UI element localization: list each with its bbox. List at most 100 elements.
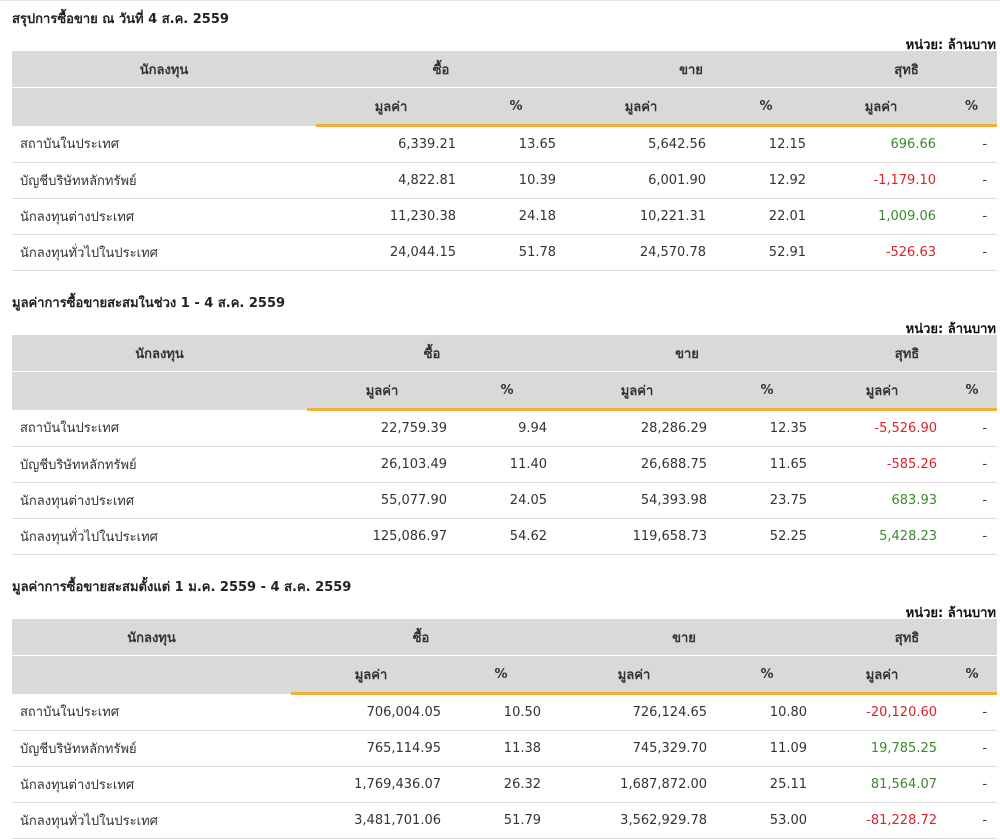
header-sell: ขาย <box>566 51 817 88</box>
header-buy: ซื้อ <box>316 51 567 88</box>
sell-pct-cell: 22.01 <box>716 198 817 235</box>
net-value-cell: 81,564.07 <box>817 766 948 803</box>
sell-pct-cell: 12.15 <box>716 125 817 163</box>
sell-value-cell: 5,642.56 <box>566 125 717 163</box>
sell-value-cell: 726,124.65 <box>551 693 718 731</box>
sell-value-cell: 24,570.78 <box>566 234 717 271</box>
header-sell: ขาย <box>557 335 818 372</box>
sell-value-cell: 1,687,872.00 <box>551 766 718 803</box>
table-row: นักลงทุนต่างประเทศ 1,769,436.07 26.32 1,687… <box>12 766 998 803</box>
header-net-value: มูลค่า <box>817 371 948 411</box>
header-sell-value: มูลค่า <box>551 655 718 695</box>
unit-label: หน่วย: ล้านบาท <box>905 38 996 53</box>
buy-value-cell: 125,086.97 <box>307 518 457 555</box>
net-pct-cell: - <box>947 518 998 555</box>
section-title: มูลค่าการซื้อขายสะสมตั้งแต่ 1 ม.ค. 2559 … <box>12 580 352 595</box>
header-net-pct: % <box>947 655 998 695</box>
net-value-cell: 696.66 <box>816 125 947 163</box>
buy-value-cell: 22,759.39 <box>307 409 457 447</box>
table-row: สถาบันในประเทศ 22,759.39 9.94 28,286.29 12.3… <box>12 409 998 447</box>
investor-name-cell: บัญชีบริษัทหลักทรัพย์ <box>12 730 291 767</box>
table-row: บัญชีบริษัทหลักทรัพย์ 765,114.95 11.38 745,… <box>12 730 998 767</box>
header-investor: นักลงทุน <box>12 51 316 88</box>
header-net: สุทธิ <box>817 619 998 656</box>
section-title: สรุปการซื้อขาย ณ วันที่ 4 ส.ค. 2559 <box>12 12 229 27</box>
buy-pct-cell: 26.32 <box>451 766 552 803</box>
header-net: สุทธิ <box>817 335 998 372</box>
net-value-cell: -5,526.90 <box>817 409 948 447</box>
buy-value-cell: 3,481,701.06 <box>291 802 451 839</box>
header-buy-value: มูลค่า <box>307 371 457 411</box>
investor-name-cell: นักลงทุนต่างประเทศ <box>12 766 291 803</box>
sell-pct-cell: 53.00 <box>717 802 818 839</box>
net-value-cell: -526.63 <box>816 234 947 271</box>
net-pct-cell: - <box>946 198 998 235</box>
investor-name-cell: นักลงทุนทั่วไปในประเทศ <box>12 802 291 839</box>
table-row: สถาบันในประเทศ 706,004.05 10.50 726,124.65 1… <box>12 693 998 731</box>
net-value-cell: -585.26 <box>817 446 948 483</box>
sell-pct-cell: 12.35 <box>717 409 818 447</box>
header-buy: ซื้อ <box>291 619 552 656</box>
net-pct-cell: - <box>947 446 998 483</box>
buy-value-cell: 765,114.95 <box>291 730 451 767</box>
investor-name-cell: นักลงทุนต่างประเทศ <box>12 482 307 519</box>
header-blank <box>12 87 316 126</box>
buy-value-cell: 1,769,436.07 <box>291 766 451 803</box>
header-sell-pct: % <box>717 655 818 695</box>
buy-value-cell: 26,103.49 <box>307 446 457 483</box>
net-value-cell: 19,785.25 <box>817 730 948 767</box>
unit-label: หน่วย: ล้านบาท <box>905 322 996 337</box>
investor-name-cell: บัญชีบริษัทหลักทรัพย์ <box>12 162 316 199</box>
sell-value-cell: 745,329.70 <box>551 730 718 767</box>
unit-label: หน่วย: ล้านบาท <box>905 606 996 621</box>
header-blank <box>12 655 291 694</box>
investor-name-cell: บัญชีบริษัทหลักทรัพย์ <box>12 446 307 483</box>
header-sell-value: มูลค่า <box>557 371 718 411</box>
buy-value-cell: 11,230.38 <box>316 198 466 235</box>
buy-value-cell: 24,044.15 <box>316 234 466 271</box>
net-pct-cell: - <box>947 766 998 803</box>
table-row: สถาบันในประเทศ 6,339.21 13.65 5,642.56 12.15… <box>12 125 998 163</box>
summary-table: นักลงทุน ซื้อ ขาย สุทธิ มูลค่า % มูลค่า … <box>12 619 998 839</box>
sell-pct-cell: 52.25 <box>717 518 818 555</box>
net-pct-cell: - <box>947 409 998 447</box>
sell-pct-cell: 23.75 <box>717 482 818 519</box>
buy-value-cell: 4,822.81 <box>316 162 466 199</box>
header-sell-pct: % <box>717 371 818 411</box>
section-title: มูลค่าการซื้อขายสะสมในช่วง 1 - 4 ส.ค. 25… <box>12 296 286 311</box>
header-net: สุทธิ <box>816 51 998 88</box>
sell-pct-cell: 52.91 <box>716 234 817 271</box>
buy-value-cell: 6,339.21 <box>316 125 466 163</box>
net-pct-cell: - <box>947 802 998 839</box>
header-sell-pct: % <box>716 87 817 127</box>
header-buy-value: มูลค่า <box>291 655 451 695</box>
net-pct-cell: - <box>946 125 998 163</box>
sell-pct-cell: 11.65 <box>717 446 818 483</box>
sell-value-cell: 54,393.98 <box>557 482 718 519</box>
header-net-pct: % <box>947 371 998 411</box>
buy-pct-cell: 11.38 <box>451 730 552 767</box>
sell-value-cell: 119,658.73 <box>557 518 718 555</box>
net-value-cell: 5,428.23 <box>817 518 948 555</box>
sell-pct-cell: 11.09 <box>717 730 818 767</box>
table-row: นักลงทุนต่างประเทศ 55,077.90 24.05 54,393.9… <box>12 482 998 519</box>
table-row: นักลงทุนทั่วไปในประเทศ 24,044.15 51.78 24,5… <box>12 234 998 271</box>
buy-pct-cell: 13.65 <box>466 125 567 163</box>
header-investor: นักลงทุน <box>12 335 307 372</box>
sell-pct-cell: 25.11 <box>717 766 818 803</box>
header-net-value: มูลค่า <box>817 655 948 695</box>
investor-name-cell: สถาบันในประเทศ <box>12 125 316 163</box>
table-row: บัญชีบริษัทหลักทรัพย์ 26,103.49 11.40 26,68… <box>12 446 998 483</box>
header-buy-pct: % <box>466 87 567 127</box>
header-sell: ขาย <box>551 619 818 656</box>
net-pct-cell: - <box>947 730 998 767</box>
buy-pct-cell: 54.62 <box>457 518 558 555</box>
buy-pct-cell: 24.18 <box>466 198 567 235</box>
investor-name-cell: นักลงทุนต่างประเทศ <box>12 198 316 235</box>
header-net-pct: % <box>946 87 998 127</box>
header-buy-pct: % <box>451 655 552 695</box>
sell-value-cell: 10,221.31 <box>566 198 717 235</box>
net-value-cell: 683.93 <box>817 482 948 519</box>
header-buy-value: มูลค่า <box>316 87 466 127</box>
net-value-cell: -1,179.10 <box>816 162 947 199</box>
